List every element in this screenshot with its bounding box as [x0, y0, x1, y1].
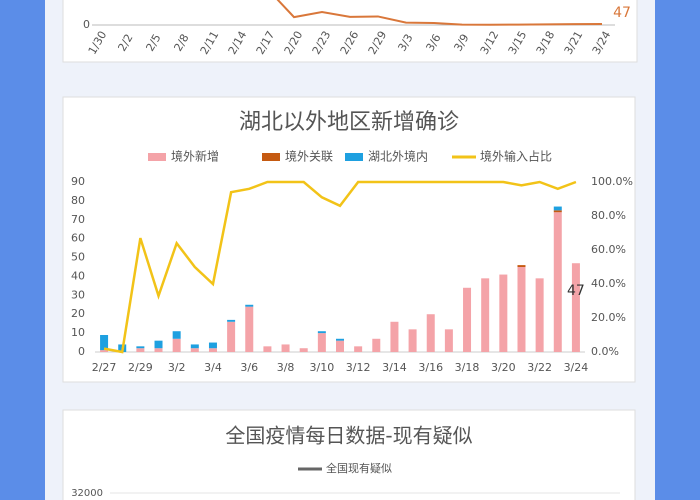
y-tick-label: 20 — [71, 307, 85, 320]
legend-label: 境外新增 — [171, 149, 219, 164]
y2-tick-label: 0.0% — [591, 345, 619, 358]
bar — [263, 346, 272, 352]
chart-title: 湖北以外地区新增确诊 — [239, 110, 459, 135]
bar — [517, 267, 526, 352]
y-tick-label: 10 — [71, 326, 85, 339]
bar — [553, 212, 562, 352]
bar — [208, 348, 217, 352]
bar — [317, 331, 326, 334]
y2-tick-label: 20.0% — [591, 311, 626, 324]
y-tick-label: 50 — [71, 251, 85, 264]
legend-label: 境外输入占比 — [480, 149, 552, 164]
x-tick-label: 3/6 — [240, 361, 258, 374]
bar — [245, 306, 254, 352]
bar — [336, 340, 344, 352]
bar — [100, 350, 109, 352]
bar — [390, 321, 399, 352]
x-tick-label: 3/20 — [491, 361, 516, 374]
bar — [535, 278, 544, 352]
bar — [299, 348, 308, 352]
y-tick-label: 60 — [71, 232, 85, 245]
x-tick-label: 3/2 — [168, 361, 186, 374]
bar — [517, 265, 526, 267]
legend-label: 境外关联 — [285, 149, 333, 164]
bar — [208, 342, 217, 349]
chart-title: 全国疫情每日数据-现有疑似 — [225, 424, 472, 448]
bar — [100, 335, 109, 351]
x-tick-label: 3/12 — [346, 361, 371, 374]
bar — [154, 348, 163, 352]
bar — [444, 329, 453, 352]
bar — [281, 344, 290, 352]
bar — [354, 346, 363, 352]
x-tick-label: 3/10 — [310, 361, 335, 374]
y-tick-label: 0 — [78, 345, 85, 358]
annotation: 47 — [567, 283, 585, 299]
line-series — [103, 180, 577, 354]
bar — [172, 331, 181, 339]
y2-tick-label: 100.0% — [591, 175, 633, 188]
card — [62, 96, 636, 383]
bar — [136, 348, 145, 352]
bar — [172, 338, 181, 352]
bar — [463, 287, 472, 352]
legend-swatch — [262, 153, 280, 161]
legend-label: 湖北外境内 — [368, 149, 428, 164]
bar — [499, 274, 508, 352]
legend-swatch — [148, 153, 166, 161]
bar — [317, 333, 326, 352]
bar — [336, 338, 344, 341]
y-tick-label: 0 — [83, 18, 90, 31]
bar — [408, 329, 417, 352]
bar — [227, 319, 236, 322]
y2-tick-label: 40.0% — [591, 277, 626, 290]
x-tick-label: 3/4 — [204, 361, 222, 374]
x-tick-label: 3/24 — [564, 361, 589, 374]
bar — [136, 346, 145, 349]
y-tick-label: 70 — [71, 213, 85, 226]
y-tick-label: 40 — [71, 269, 85, 282]
y-tick-label: 32000 — [71, 488, 103, 499]
y-tick-label: 30 — [71, 288, 85, 301]
x-tick-label: 2/27 — [92, 361, 117, 374]
bar — [571, 263, 580, 352]
y2-tick-label: 60.0% — [591, 243, 626, 256]
annotation: 47 — [613, 5, 631, 21]
x-tick-label: 3/14 — [382, 361, 407, 374]
bar — [227, 321, 236, 352]
bar — [372, 338, 381, 352]
x-tick-label: 2/29 — [128, 361, 153, 374]
x-tick-label: 3/8 — [277, 361, 295, 374]
bar — [154, 340, 163, 349]
legend-swatch — [345, 153, 363, 161]
plot — [276, 0, 603, 26]
x-tick-label: 3/16 — [418, 361, 443, 374]
y2-tick-label: 80.0% — [591, 209, 626, 222]
x-tick-label: 3/22 — [527, 361, 552, 374]
bar — [553, 210, 562, 213]
y-tick-label: 80 — [71, 194, 85, 207]
bar — [245, 304, 254, 307]
bar — [481, 278, 490, 352]
y-tick-label: 90 — [71, 175, 85, 188]
bar — [553, 206, 562, 211]
card — [62, 0, 638, 63]
legend-label: 全国现有疑似 — [326, 461, 392, 475]
bar — [190, 344, 199, 349]
line-series — [276, 0, 603, 26]
card — [62, 409, 636, 500]
bar — [426, 314, 435, 352]
bar — [190, 348, 199, 352]
x-tick-label: 3/18 — [455, 361, 480, 374]
